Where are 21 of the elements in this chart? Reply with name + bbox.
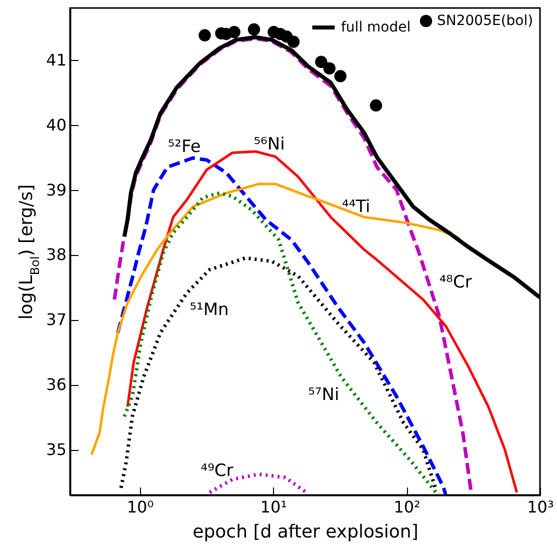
annotation: ⁵²Fe: [168, 136, 201, 157]
x-tick-label: 10²: [394, 498, 420, 516]
annotation: ⁵⁶Ni: [254, 134, 285, 155]
y-tick-label: 40: [46, 115, 66, 134]
y-tick-label: 38: [46, 245, 66, 264]
legend-label: SN2005E(bol): [437, 13, 534, 29]
x-tick-label: 10¹: [260, 498, 288, 516]
y-tick-label: 41: [46, 50, 66, 70]
y-tick-label: 37: [46, 310, 66, 330]
annotation: ⁵⁷Ni: [308, 384, 340, 405]
x-tick-label: 10⁰: [126, 498, 154, 516]
y-tick-label: 35: [46, 440, 66, 460]
annotation: ⁴⁹Cr: [200, 461, 234, 482]
annotation: ⁴⁴Ti: [342, 197, 370, 218]
legend-label: full model: [341, 20, 411, 36]
y-tick-label: 39: [46, 180, 66, 200]
annotation: ⁴⁸Cr: [439, 272, 472, 292]
x-tick-label: 10³: [527, 498, 554, 516]
x-axis-title: epoch [d after explosion]: [192, 522, 418, 542]
annotation: ⁵¹Mn: [190, 300, 229, 320]
y-tick-label: 36: [46, 375, 66, 394]
